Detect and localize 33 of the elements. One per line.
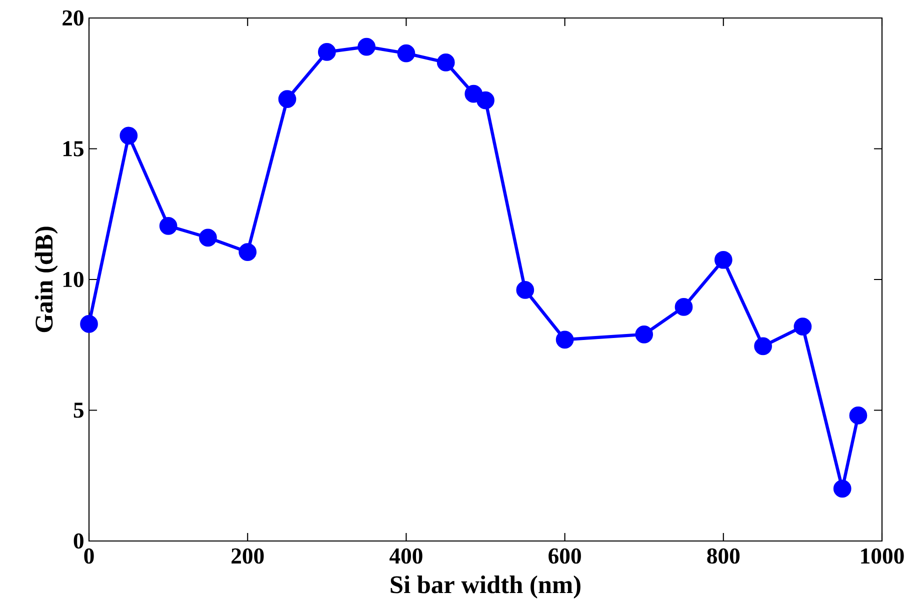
point bbox=[199, 228, 217, 247]
point bbox=[849, 406, 868, 424]
point bbox=[635, 325, 654, 344]
y-tick-label: 10 bbox=[63, 272, 84, 288]
point bbox=[397, 44, 416, 62]
y-tick-label: 15 bbox=[63, 141, 84, 156]
point bbox=[674, 298, 693, 316]
x-tick-label: 800 bbox=[707, 548, 740, 564]
x-axis-title: Si bar width (nm) bbox=[390, 575, 580, 598]
point bbox=[794, 318, 812, 336]
point bbox=[516, 281, 534, 299]
point bbox=[159, 216, 178, 235]
x-tick-label: 1000 bbox=[861, 548, 904, 564]
x-tick-label: 400 bbox=[390, 548, 422, 564]
point bbox=[833, 480, 852, 498]
x-tick-label: 0 bbox=[84, 548, 94, 564]
x-tick-label: 600 bbox=[548, 548, 581, 564]
y-tick-label: 20 bbox=[62, 10, 84, 26]
point bbox=[754, 337, 772, 356]
point bbox=[714, 250, 732, 269]
point bbox=[556, 330, 574, 349]
point bbox=[358, 38, 376, 56]
point bbox=[80, 315, 98, 333]
y-tick-label: 0 bbox=[74, 533, 84, 549]
point bbox=[238, 243, 257, 261]
point bbox=[436, 54, 455, 72]
point bbox=[318, 43, 336, 61]
y-tick-label: 5 bbox=[74, 402, 84, 418]
y-axis-title: Gain (dB) bbox=[34, 226, 58, 332]
point bbox=[476, 91, 494, 110]
point bbox=[120, 126, 138, 145]
x-tick-label: 200 bbox=[232, 548, 264, 564]
point bbox=[278, 90, 296, 108]
